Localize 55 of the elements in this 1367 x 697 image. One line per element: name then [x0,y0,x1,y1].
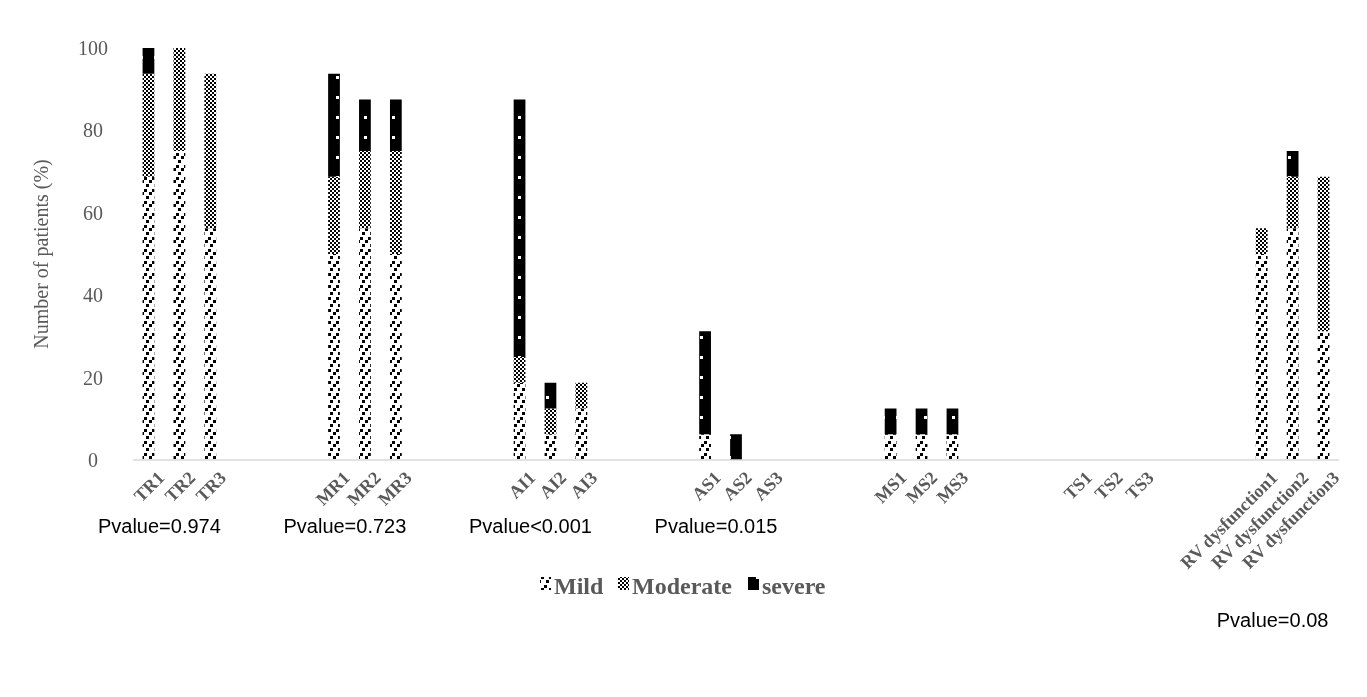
legend-label: severe [762,573,826,600]
bar [1286,151,1299,177]
legend-label: Mild [554,573,604,600]
bar [1255,228,1268,254]
bar [884,408,897,435]
bar [173,48,186,151]
bar [1317,331,1330,460]
text: Pvalue=0.08 [1216,608,1329,631]
y-axis-title: Number of patients (%) [30,159,53,349]
bar [513,382,526,460]
bar [359,99,371,151]
bar [359,228,371,460]
y-tick-label: 0 [88,449,98,471]
bar [389,151,402,254]
bar [1286,176,1299,229]
bar [1255,254,1268,460]
bar [544,434,557,460]
bar [513,99,526,357]
bar [389,254,402,460]
bar [173,151,186,460]
y-tick-label: 20 [83,366,103,389]
bar [1286,228,1299,460]
bar [730,434,742,460]
text: Pvalue=0.723 [283,515,407,538]
y-tick-label: 80 [83,119,103,142]
bar [204,73,217,229]
bar [699,331,711,435]
bar [575,408,588,460]
bar [328,176,340,254]
bar [359,151,371,229]
bar [946,434,959,460]
y-tick-label: 100 [78,37,108,59]
bar [884,434,897,460]
bar [915,434,928,460]
bar [544,408,557,435]
legend-label: Moderate [632,573,733,600]
text: Pvalue=0.974 [97,515,221,538]
y-tick-label: 60 [83,201,103,224]
bar [389,99,402,151]
bar [204,228,217,460]
bar [699,434,711,460]
x-tick-label: AS1 [688,467,725,505]
text: Pvalue<0.001 [469,515,592,538]
y-tick-label: 40 [83,284,103,307]
bar [915,408,928,435]
bar [1317,176,1330,332]
bar [142,73,155,177]
bar [142,176,155,460]
bar [544,382,557,409]
bar [142,48,155,74]
text: Pvalue=0.015 [654,515,778,538]
bar [946,408,959,435]
bar [513,357,526,383]
bar [575,382,588,409]
bar [328,73,340,177]
